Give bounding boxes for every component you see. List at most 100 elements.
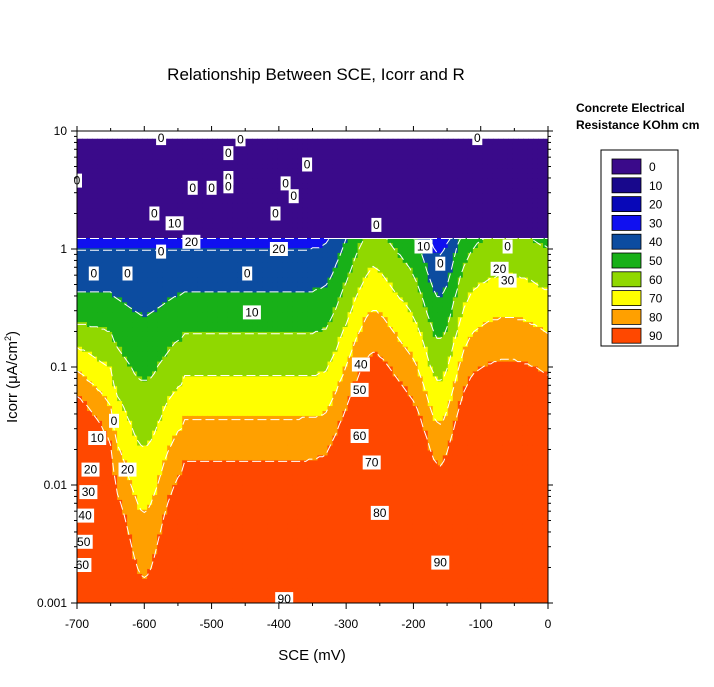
contour-cell — [252, 528, 258, 535]
contour-cell — [97, 188, 103, 194]
contour-cell — [182, 588, 188, 594]
contour-cell — [102, 538, 108, 545]
contour-cell — [122, 430, 128, 436]
contour-cell — [172, 390, 178, 397]
contour-cell — [222, 360, 228, 367]
contour-cell — [312, 336, 319, 342]
contour-cell — [252, 232, 258, 239]
contour-cell — [222, 573, 228, 579]
contour-cell — [232, 316, 238, 323]
contour-cell — [117, 178, 123, 184]
contour-cell — [182, 188, 188, 194]
contour-cell — [102, 296, 108, 303]
contour-cell — [177, 227, 183, 234]
contour-cell — [92, 336, 98, 342]
contour-cell — [202, 188, 208, 194]
contour-cell — [317, 444, 324, 451]
contour-cell — [242, 469, 248, 476]
contour-cell — [327, 430, 334, 436]
contour-cell — [272, 301, 279, 308]
contour-cell — [277, 390, 284, 397]
contour-cell — [192, 281, 198, 288]
contour-cell — [112, 188, 118, 194]
contour-cell — [217, 523, 223, 530]
contour-cell — [202, 306, 208, 313]
contour-cell — [117, 153, 123, 160]
contour-cell — [257, 583, 263, 589]
contour-cell — [332, 331, 339, 337]
contour-cell — [332, 523, 339, 530]
contour-cell — [162, 479, 168, 486]
contour-cell — [137, 553, 143, 560]
contour-cell — [77, 326, 83, 332]
contour-cell — [247, 326, 253, 332]
contour-cell — [242, 198, 248, 204]
contour-cell — [202, 148, 208, 155]
contour-cell — [187, 257, 193, 263]
contour-cell — [252, 454, 258, 461]
contour-cell — [167, 291, 173, 298]
contour-cell — [322, 444, 329, 451]
contour-cell — [112, 148, 118, 155]
contour-cell — [237, 449, 243, 456]
contour-cell — [167, 494, 173, 500]
contour-cell — [117, 449, 123, 456]
contour-cell — [287, 459, 294, 466]
contour-cell — [227, 227, 233, 234]
contour-cell — [327, 227, 334, 234]
contour-cell — [317, 548, 324, 555]
contour-cell — [267, 563, 274, 570]
contour-cell — [167, 415, 173, 421]
contour-cell — [287, 563, 294, 570]
contour-cell — [107, 153, 113, 160]
contour-cell — [147, 272, 153, 278]
contour-cell — [337, 306, 344, 313]
contour-cell — [222, 365, 228, 372]
contour-cell — [267, 365, 274, 372]
contour-cell — [147, 380, 153, 387]
contour-cell — [202, 469, 208, 476]
contour-cell — [207, 573, 213, 579]
contour-cell — [112, 430, 118, 436]
contour-cell — [262, 267, 268, 273]
contour-cell — [182, 598, 188, 603]
contour-cell — [307, 464, 314, 471]
contour-cell — [107, 143, 113, 150]
contour-cell — [292, 410, 299, 416]
contour-cell — [197, 499, 203, 505]
contour-cell — [302, 553, 309, 560]
contour-cell — [267, 514, 274, 520]
contour-cell — [332, 227, 339, 234]
contour-cell — [232, 178, 238, 184]
contour-cell — [247, 252, 253, 258]
contour-cell — [172, 291, 178, 298]
contour-cell — [307, 193, 314, 199]
contour-cell — [102, 321, 108, 328]
contour-cell — [292, 346, 299, 352]
contour-cell — [282, 227, 289, 234]
contour-cell — [117, 306, 123, 313]
contour-cell — [337, 178, 344, 184]
contour-cell — [112, 509, 118, 515]
contour-cell — [112, 143, 118, 150]
contour-cell — [152, 415, 158, 421]
contour-cell — [277, 262, 284, 268]
contour-cell — [222, 588, 228, 594]
contour-cell — [327, 459, 334, 466]
contour-cell — [92, 400, 98, 407]
contour-cell — [287, 143, 294, 150]
contour-cell — [307, 281, 314, 288]
contour-cell — [147, 153, 153, 160]
contour-cell — [322, 301, 329, 308]
contour-cell — [262, 523, 268, 530]
contour-cell — [327, 375, 334, 382]
contour-cell — [272, 262, 279, 268]
contour-cell — [287, 514, 294, 520]
contour-cell — [252, 296, 258, 303]
contour-cell — [177, 341, 183, 347]
contour-cell — [332, 568, 339, 574]
contour-cell — [307, 573, 314, 579]
contour-cell — [102, 464, 108, 471]
contour-cell — [217, 410, 223, 416]
contour-cell — [257, 262, 263, 268]
